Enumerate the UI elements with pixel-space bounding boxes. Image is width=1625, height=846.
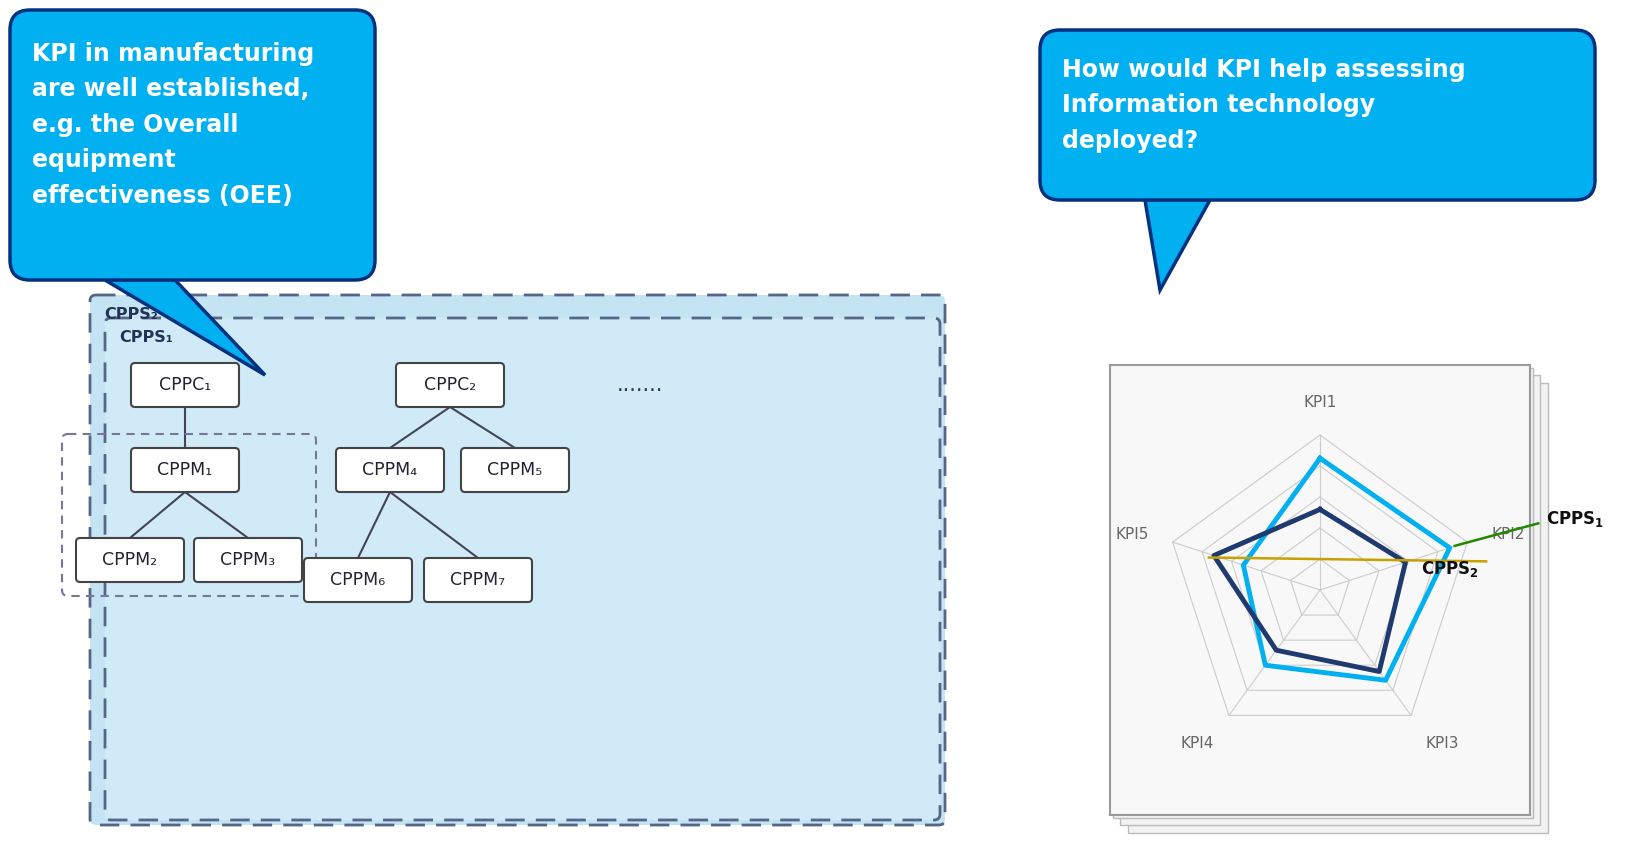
Bar [1113, 368, 1532, 818]
FancyBboxPatch shape [461, 448, 569, 492]
Text: $\bf{CPPS_1}$: $\bf{CPPS_1}$ [1547, 509, 1604, 530]
Text: CPPC₂: CPPC₂ [424, 376, 476, 394]
FancyBboxPatch shape [424, 558, 531, 602]
FancyBboxPatch shape [193, 538, 302, 582]
Text: .......: ....... [618, 375, 663, 395]
Text: CPPS₁: CPPS₁ [119, 330, 172, 345]
FancyBboxPatch shape [89, 295, 946, 825]
Text: KPI5: KPI5 [1115, 527, 1149, 542]
Text: CPPM₇: CPPM₇ [450, 571, 505, 589]
Text: CPPM₄: CPPM₄ [362, 461, 418, 479]
Polygon shape [1146, 200, 1211, 290]
Text: CPPM₆: CPPM₆ [330, 571, 385, 589]
FancyBboxPatch shape [106, 318, 939, 820]
Text: KPI3: KPI3 [1425, 736, 1459, 750]
FancyBboxPatch shape [132, 448, 239, 492]
Text: $\bf{CPPS_2}$: $\bf{CPPS_2}$ [1422, 559, 1479, 580]
Text: CPPM₁: CPPM₁ [158, 461, 213, 479]
Text: KPI4: KPI4 [1181, 736, 1214, 750]
Text: CPPM₃: CPPM₃ [221, 551, 276, 569]
FancyBboxPatch shape [132, 363, 239, 407]
FancyBboxPatch shape [1040, 30, 1596, 200]
FancyBboxPatch shape [396, 363, 504, 407]
Polygon shape [106, 280, 265, 375]
FancyBboxPatch shape [10, 10, 375, 280]
Text: KPI2: KPI2 [1492, 527, 1524, 542]
FancyBboxPatch shape [336, 448, 444, 492]
Bar [1128, 383, 1549, 833]
Text: CPPM₅: CPPM₅ [488, 461, 543, 479]
Text: CPPM₂: CPPM₂ [102, 551, 158, 569]
Bar [1120, 375, 1540, 825]
FancyBboxPatch shape [76, 538, 184, 582]
Text: KPI in manufacturing
are well established,
e.g. the Overall
equipment
effectiven: KPI in manufacturing are well establishe… [32, 42, 314, 207]
Text: CPPC₁: CPPC₁ [159, 376, 211, 394]
Text: How would KPI help assessing
Information technology
deployed?: How would KPI help assessing Information… [1063, 58, 1466, 153]
Bar [1110, 365, 1531, 815]
FancyBboxPatch shape [304, 558, 413, 602]
Text: KPI1: KPI1 [1303, 395, 1337, 410]
Text: CPPS₂: CPPS₂ [104, 307, 158, 322]
